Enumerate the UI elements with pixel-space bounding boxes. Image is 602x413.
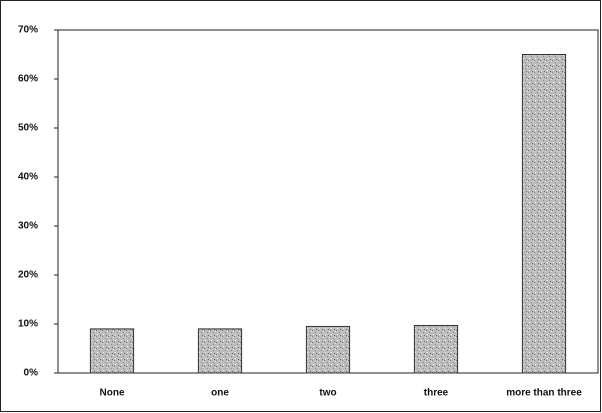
x-tick-label: more than three xyxy=(506,388,582,399)
bar xyxy=(413,324,459,374)
x-tick-label: one xyxy=(211,388,229,399)
y-tick-label: 50% xyxy=(18,123,38,134)
bar xyxy=(197,328,243,374)
x-tick-label: None xyxy=(100,388,125,399)
y-tick-label: 30% xyxy=(18,221,38,232)
x-tick-label: three xyxy=(424,388,449,399)
y-tick-label: 70% xyxy=(18,25,38,36)
y-tick-label: 10% xyxy=(18,319,38,330)
bar xyxy=(521,54,567,374)
bar xyxy=(305,325,351,374)
y-tick-label: 0% xyxy=(24,368,39,379)
y-tick-label: 20% xyxy=(18,270,38,281)
plot-area xyxy=(57,29,599,374)
y-tick-label: 40% xyxy=(18,172,38,183)
y-tick-label: 60% xyxy=(18,74,38,85)
bar xyxy=(89,328,135,374)
x-tick-label: two xyxy=(319,388,336,399)
